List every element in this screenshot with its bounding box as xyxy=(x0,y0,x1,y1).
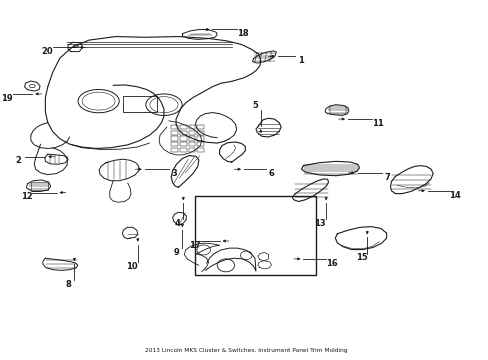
Bar xyxy=(188,142,195,146)
Bar xyxy=(188,148,195,152)
Text: 7: 7 xyxy=(384,173,390,182)
Bar xyxy=(171,136,178,140)
Bar xyxy=(122,96,156,112)
Text: 1: 1 xyxy=(297,56,303,65)
Text: 20: 20 xyxy=(41,47,53,56)
Text: 5: 5 xyxy=(251,101,257,110)
Text: 19: 19 xyxy=(1,94,13,103)
Text: 15: 15 xyxy=(355,253,366,262)
Bar xyxy=(188,136,195,140)
Bar xyxy=(197,136,203,140)
Bar xyxy=(197,125,203,129)
Text: 12: 12 xyxy=(20,192,32,201)
Text: 11: 11 xyxy=(371,119,383,128)
Bar xyxy=(180,148,186,152)
Text: 10: 10 xyxy=(126,262,138,271)
Text: 16: 16 xyxy=(325,259,337,268)
Bar xyxy=(180,136,186,140)
Text: 6: 6 xyxy=(268,169,274,178)
Text: 14: 14 xyxy=(448,190,460,199)
Bar xyxy=(171,142,178,146)
Text: 9: 9 xyxy=(173,248,179,257)
Bar xyxy=(197,148,203,152)
Bar xyxy=(188,125,195,129)
Bar xyxy=(180,125,186,129)
Text: 17: 17 xyxy=(188,241,200,250)
Text: 8: 8 xyxy=(65,280,71,289)
Bar xyxy=(188,131,195,135)
Text: 2013 Lincoln MKS Cluster & Switches, Instrument Panel Trim Molding: 2013 Lincoln MKS Cluster & Switches, Ins… xyxy=(145,348,347,353)
Bar xyxy=(197,131,203,135)
Bar xyxy=(329,107,346,114)
Bar xyxy=(180,142,186,146)
Text: 3: 3 xyxy=(171,169,177,178)
Text: 18: 18 xyxy=(236,29,248,38)
Text: 13: 13 xyxy=(314,219,325,228)
Text: 2: 2 xyxy=(16,157,21,166)
Bar xyxy=(171,125,178,129)
Bar xyxy=(171,148,178,152)
Bar xyxy=(31,182,48,190)
Bar xyxy=(197,142,203,146)
Bar xyxy=(171,131,178,135)
Bar xyxy=(195,196,316,275)
Bar xyxy=(180,131,186,135)
Text: 4: 4 xyxy=(174,219,180,228)
